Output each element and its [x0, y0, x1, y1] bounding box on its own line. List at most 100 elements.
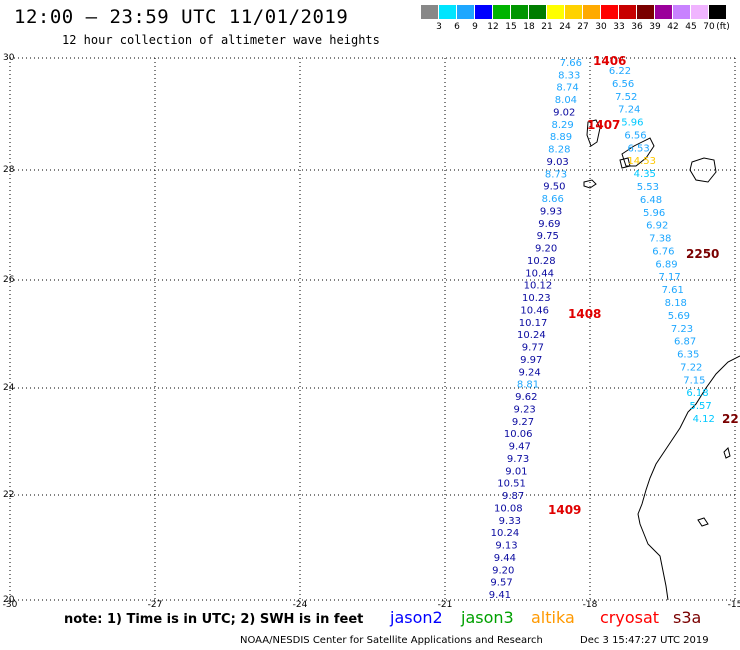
lat-tick-label: 20 — [3, 595, 15, 605]
legend-tick-label: 18 — [523, 22, 535, 32]
legend-tick-label: 3 — [436, 22, 442, 32]
wave-height-label: 9.20 — [492, 565, 514, 576]
wave-height-label: 6.56 — [624, 130, 646, 141]
wave-height-label: 8.28 — [548, 145, 570, 156]
legend-tick-label: 45 — [685, 22, 697, 32]
legend-tick-label: 15 — [505, 22, 517, 32]
wave-height-label: 9.41 — [489, 590, 511, 601]
legend-swatch — [673, 5, 690, 19]
lon-tick-label: -21 — [437, 600, 453, 610]
wave-height-label: 10.28 — [527, 256, 556, 267]
lat-tick-label: 22 — [3, 490, 15, 500]
wave-height-label: 10.23 — [522, 293, 551, 304]
wave-height-label: 8.29 — [551, 120, 573, 131]
coast-point — [723, 447, 731, 459]
footer-note: note: 1) Time is in UTC; 2) SWH is in fe… — [64, 612, 364, 627]
wave-height-label: 5.96 — [643, 208, 665, 219]
wave-height-label: 4.12 — [693, 414, 715, 425]
lon-tick-label: -24 — [292, 600, 308, 610]
legend-tick-label: 21 — [541, 22, 553, 32]
pass-time-label: 1408 — [568, 307, 601, 321]
wave-height-label: 9.33 — [499, 516, 521, 527]
legend-swatch — [421, 5, 438, 19]
wave-height-label: 7.52 — [615, 92, 637, 103]
wave-height-label: 6.89 — [655, 259, 677, 270]
pass-time-label: 22 — [722, 412, 739, 426]
wave-height-label: 5.53 — [637, 182, 659, 193]
wave-height-label: 9.47 — [509, 442, 531, 453]
wave-height-label: 14.53 — [627, 156, 656, 167]
legend-tick-label: 33 — [613, 22, 625, 32]
color-legend: 3 6 9 12 15 18 21 24 27 30 33 36 39 42 45 70 (ft) — [421, 5, 730, 37]
pass-time-label: 2250 — [686, 247, 719, 261]
wave-height-label: 9.77 — [522, 343, 544, 354]
wave-height-label: 8.66 — [542, 194, 564, 205]
wave-height-label: 4.35 — [634, 169, 656, 180]
pass-time-label: 1409 — [548, 503, 581, 517]
wave-height-label: 10.08 — [494, 503, 523, 514]
legend-tick-label: 12 — [487, 22, 499, 32]
wave-height-label: 9.69 — [538, 219, 560, 230]
legend-swatch — [547, 5, 564, 19]
wave-height-label: 9.03 — [547, 157, 569, 168]
wave-height-label: 6.76 — [652, 246, 674, 257]
satellite-s3a: s3a — [673, 608, 702, 627]
wave-height-label: 10.24 — [491, 528, 520, 539]
satellite-jason3: jason3 — [461, 608, 514, 627]
coast-inlet — [697, 517, 709, 527]
wave-height-label: 8.81 — [517, 380, 539, 391]
wave-height-label: 9.13 — [495, 541, 517, 552]
legend-tick-label: 39 — [649, 22, 661, 32]
wave-height-label: 5.96 — [621, 118, 643, 129]
legend-swatch — [709, 5, 726, 19]
lat-lon-grid — [9, 57, 736, 601]
wave-height-label: 10.06 — [504, 429, 533, 440]
legend-tick-label: 42 — [667, 22, 679, 32]
wave-height-label: 6.22 — [609, 66, 631, 77]
legend-swatch — [637, 5, 654, 19]
map-subtitle: 12 hour collection of altimeter wave hei… — [62, 33, 380, 47]
wave-height-label: 6.53 — [627, 143, 649, 154]
lat-tick-label: 30 — [3, 53, 15, 63]
island-la-palma — [586, 119, 601, 147]
wave-height-label: 8.74 — [556, 83, 578, 94]
legend-swatch — [475, 5, 492, 19]
wave-height-label: 9.57 — [490, 578, 512, 589]
lon-tick-label: -15 — [727, 600, 740, 610]
map-title: 12:00 — 23:59 UTC 11/01/2019 — [14, 6, 349, 28]
legend-swatch — [601, 5, 618, 19]
island-gran-canaria — [689, 157, 717, 183]
legend-swatch — [619, 5, 636, 19]
wave-height-label: 9.01 — [505, 466, 527, 477]
legend-tick-label: 70 — [703, 22, 715, 32]
wave-height-label: 7.24 — [618, 105, 640, 116]
wave-height-label: 10.44 — [525, 268, 554, 279]
legend-tick-label: 24 — [559, 22, 571, 32]
legend-tick-label: 30 — [595, 22, 607, 32]
wave-height-label: 7.61 — [662, 285, 684, 296]
wave-height-label: 7.38 — [649, 234, 671, 245]
wave-height-label: 6.92 — [646, 221, 668, 232]
legend-swatch — [439, 5, 456, 19]
coastline — [583, 119, 740, 601]
legend-swatch — [493, 5, 510, 19]
wave-height-label: 9.93 — [540, 206, 562, 217]
wave-height-label: 5.57 — [689, 401, 711, 412]
african-coast — [637, 355, 740, 601]
legend-swatch — [529, 5, 546, 19]
wave-height-label: 7.15 — [683, 375, 705, 386]
legend-swatch — [655, 5, 672, 19]
wave-height-label: 6.48 — [640, 195, 662, 206]
legend-swatch — [457, 5, 474, 19]
wave-height-label: 9.27 — [512, 417, 534, 428]
legend-swatch — [583, 5, 600, 19]
wave-height-label: 6.56 — [612, 79, 634, 90]
wave-height-label: 9.44 — [494, 553, 516, 564]
island-el-hierro — [583, 179, 597, 189]
wave-height-label: 9.73 — [507, 454, 529, 465]
lat-tick-label: 24 — [3, 383, 15, 393]
wave-height-label: 8.89 — [550, 132, 572, 143]
legend-tick-label: 27 — [577, 22, 589, 32]
island-tenerife — [621, 137, 655, 167]
wave-height-label: 8.73 — [545, 169, 567, 180]
